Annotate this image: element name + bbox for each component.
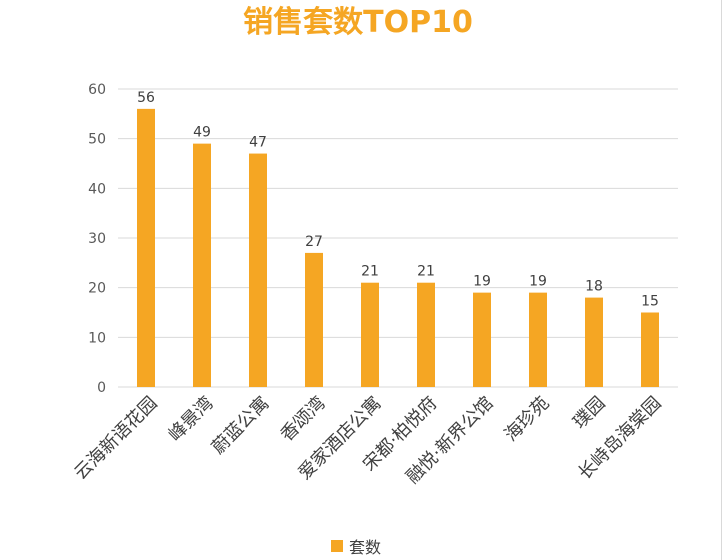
y-tick-label: 10 <box>88 330 106 346</box>
chart-title: 销售套数TOP10 <box>243 5 473 40</box>
data-labels: 56 49 47 27 21 21 19 19 18 15 <box>137 90 659 310</box>
y-tick-label: 20 <box>88 281 106 297</box>
bars <box>137 108 659 387</box>
legend-label: 套数 <box>349 538 381 557</box>
x-category-label: 海珍苑 <box>501 393 554 446</box>
data-label: 27 <box>305 234 323 250</box>
bar <box>193 143 211 387</box>
x-category-label: 峰景湾 <box>165 393 218 446</box>
data-label: 21 <box>417 264 435 280</box>
bar <box>361 282 379 387</box>
data-label: 56 <box>137 90 155 106</box>
data-label: 49 <box>193 125 211 141</box>
y-tick-label: 50 <box>88 132 106 148</box>
y-tick-label: 60 <box>88 82 106 98</box>
bar <box>529 292 547 387</box>
x-category-label: 香颂湾 <box>277 393 330 446</box>
data-label: 21 <box>361 264 379 280</box>
x-category-label: 蔚蓝公寓 <box>208 393 274 459</box>
bar <box>137 108 155 387</box>
bar <box>249 153 267 387</box>
x-category-label: 璞园 <box>569 393 609 433</box>
legend: 套数 <box>331 538 381 557</box>
bar <box>641 312 659 387</box>
y-tick-label: 0 <box>97 380 106 396</box>
y-tick-label: 40 <box>88 181 106 197</box>
y-tick-label: 30 <box>88 231 106 247</box>
bar <box>585 297 603 387</box>
bar <box>417 282 435 387</box>
data-label: 47 <box>249 135 267 151</box>
data-label: 19 <box>473 274 491 290</box>
gridlines <box>118 88 678 388</box>
y-axis-ticks: 0 10 20 30 40 50 60 <box>88 82 106 396</box>
x-category-label: 云海新语花园 <box>70 393 161 484</box>
legend-swatch-icon <box>331 540 343 552</box>
data-label: 19 <box>529 274 547 290</box>
bar <box>473 292 491 387</box>
data-label: 18 <box>585 279 603 295</box>
data-label: 15 <box>641 294 659 310</box>
bar <box>305 252 323 387</box>
